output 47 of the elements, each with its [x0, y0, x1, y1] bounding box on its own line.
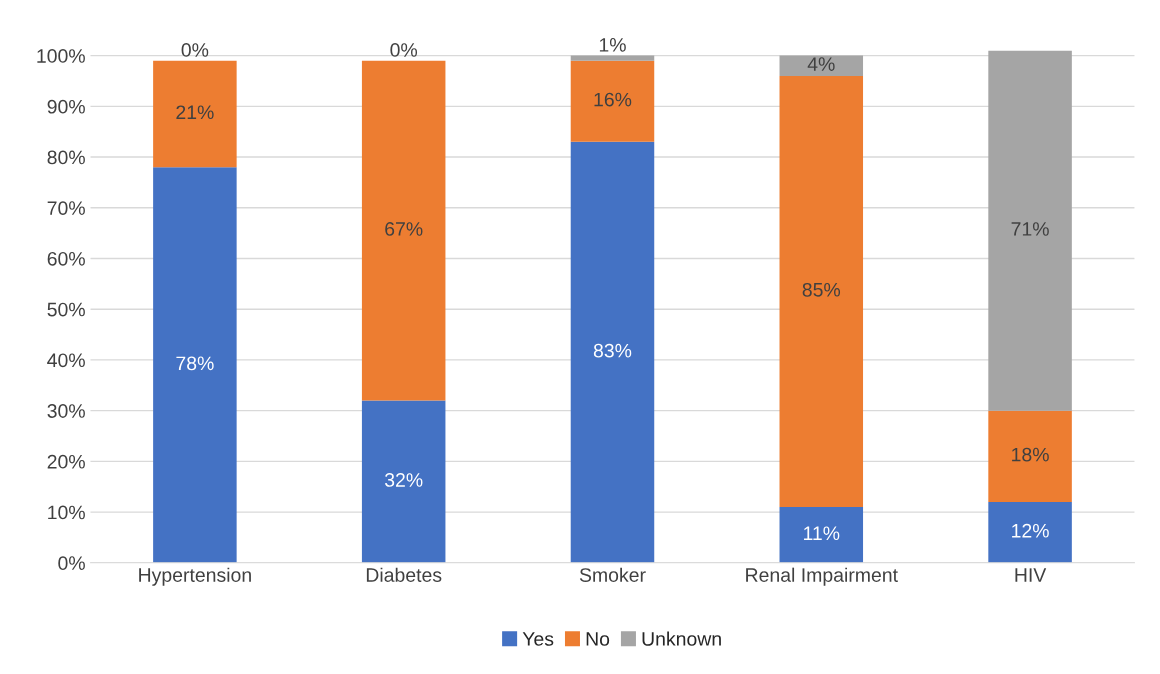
legend-label: Yes	[522, 632, 554, 646]
bar	[779, 55, 864, 76]
y-tick-label: 0%	[58, 556, 85, 571]
legend-label: No	[586, 632, 610, 646]
legend-label: Unknown	[642, 631, 721, 646]
bar	[153, 60, 237, 168]
x-tick-label: Smoker	[579, 567, 646, 582]
y-tick-label: 90%	[47, 99, 85, 114]
data-label: 1%	[599, 38, 626, 52]
bar	[153, 167, 237, 563]
y-tick-label: 50%	[47, 302, 85, 317]
data-label: 21%	[176, 105, 214, 120]
y-tick-label: 20%	[47, 454, 85, 469]
data-label: 0%	[390, 43, 418, 57]
data-label: 0%	[181, 43, 209, 57]
y-tick-label: 70%	[47, 201, 85, 216]
data-label: 83%	[593, 343, 632, 358]
y-tick-label: 10%	[48, 505, 85, 520]
data-label: 12%	[1012, 523, 1049, 538]
data-label: 71%	[1011, 222, 1049, 236]
y-tick-label: 80%	[47, 150, 85, 165]
x-tick-label: HIV	[1015, 568, 1047, 582]
x-tick-label: Diabetes	[366, 567, 442, 582]
data-label: 18%	[1012, 447, 1049, 462]
bar	[361, 60, 446, 401]
bar	[779, 75, 864, 507]
data-label: 67%	[385, 222, 423, 236]
bar	[779, 507, 864, 563]
data-label: 85%	[802, 282, 841, 297]
bar	[570, 55, 655, 61]
x-tick-label: Hypertension	[139, 567, 251, 586]
bar	[570, 60, 655, 142]
y-tick-label: 100%	[37, 49, 85, 63]
bar	[570, 141, 655, 563]
y-tick-label: 40%	[47, 353, 85, 368]
y-tick-label: 30%	[47, 404, 85, 418]
data-label: 32%	[384, 473, 423, 487]
bar	[988, 501, 1072, 563]
y-tick-label: 60%	[47, 251, 85, 266]
data-label: 4%	[807, 57, 835, 71]
bar	[988, 50, 1072, 411]
data-label: 11%	[804, 526, 840, 541]
data-label: 78%	[176, 356, 214, 371]
x-tick-label: Renal Impairment	[746, 567, 898, 586]
data-label: 16%	[594, 92, 632, 107]
bar	[361, 400, 446, 563]
bar	[988, 410, 1072, 502]
